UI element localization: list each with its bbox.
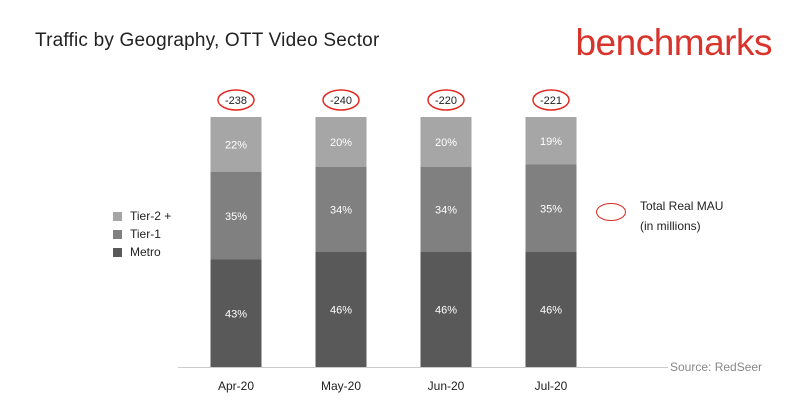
segment-label-metro: 46% — [435, 305, 457, 317]
segment-label-tier1: 34% — [330, 205, 352, 217]
total-mau-oval — [217, 89, 255, 111]
x-tick-label: Jun-20 — [428, 379, 465, 393]
bar-segment-tier2 — [525, 117, 577, 165]
total-mau-oval — [322, 89, 360, 111]
legend-item-metro: Metro — [113, 243, 171, 261]
segment-label-metro: 46% — [540, 305, 562, 317]
segment-label-tier2: 20% — [435, 137, 457, 149]
legend-swatch-metro — [113, 247, 122, 257]
legend-swatch-tier1 — [113, 229, 122, 239]
x-tick-label: Apr-20 — [218, 379, 254, 393]
x-tick-label: Jul-20 — [535, 379, 568, 393]
total-mau-label: -240 — [330, 95, 352, 107]
legend-label-tier1: Tier-1 — [130, 227, 161, 241]
segment-label-metro: 46% — [330, 305, 352, 317]
bar-segment-metro — [420, 252, 472, 367]
total-mau-oval — [532, 89, 570, 111]
bar-segment-tier1 — [315, 167, 367, 252]
legend-swatch-tier2 — [113, 211, 122, 221]
segment-label-tier1: 35% — [225, 211, 247, 223]
brand-logo: benchmarks — [575, 22, 772, 63]
legend-item-tier2: Tier-2 + — [113, 207, 171, 225]
segment-label-tier2: 22% — [225, 140, 247, 152]
legend-item-tier1: Tier-1 — [113, 225, 171, 243]
total-mau-label: -238 — [225, 95, 247, 107]
legend-label-tier2: Tier-2 + — [130, 209, 172, 223]
mau-oval-icon — [596, 203, 626, 221]
bar-segment-tier2 — [420, 117, 472, 167]
bar-segment-tier2 — [315, 117, 367, 167]
segment-label-tier2: 19% — [540, 136, 562, 148]
bar-segment-tier1 — [525, 164, 577, 252]
segment-label-metro: 43% — [225, 308, 247, 320]
mau-legend-line2: (in millions) — [640, 219, 701, 233]
source-note: Source: RedSeer — [668, 360, 763, 374]
x-tick-label: May-20 — [321, 379, 361, 393]
bar-segment-tier1 — [420, 167, 472, 252]
bar-segment-metro — [210, 259, 262, 367]
segment-label-tier2: 20% — [330, 137, 352, 149]
legend: Tier-2 + Tier-1 Metro — [113, 207, 171, 261]
chart-title: Traffic by Geography, OTT Video Sector — [35, 30, 380, 51]
mau-legend-line1: Total Real MAU — [640, 199, 724, 213]
total-mau-oval — [427, 89, 465, 111]
legend-label-metro: Metro — [130, 245, 161, 259]
total-mau-label: -220 — [435, 95, 457, 107]
bar-segment-metro — [525, 252, 577, 367]
total-mau-label: -221 — [540, 95, 562, 107]
segment-label-tier1: 35% — [540, 203, 562, 215]
bar-segment-tier1 — [210, 172, 262, 260]
bar-segment-metro — [315, 252, 367, 367]
bar-segment-tier2 — [210, 117, 262, 172]
segment-label-tier1: 34% — [435, 205, 457, 217]
